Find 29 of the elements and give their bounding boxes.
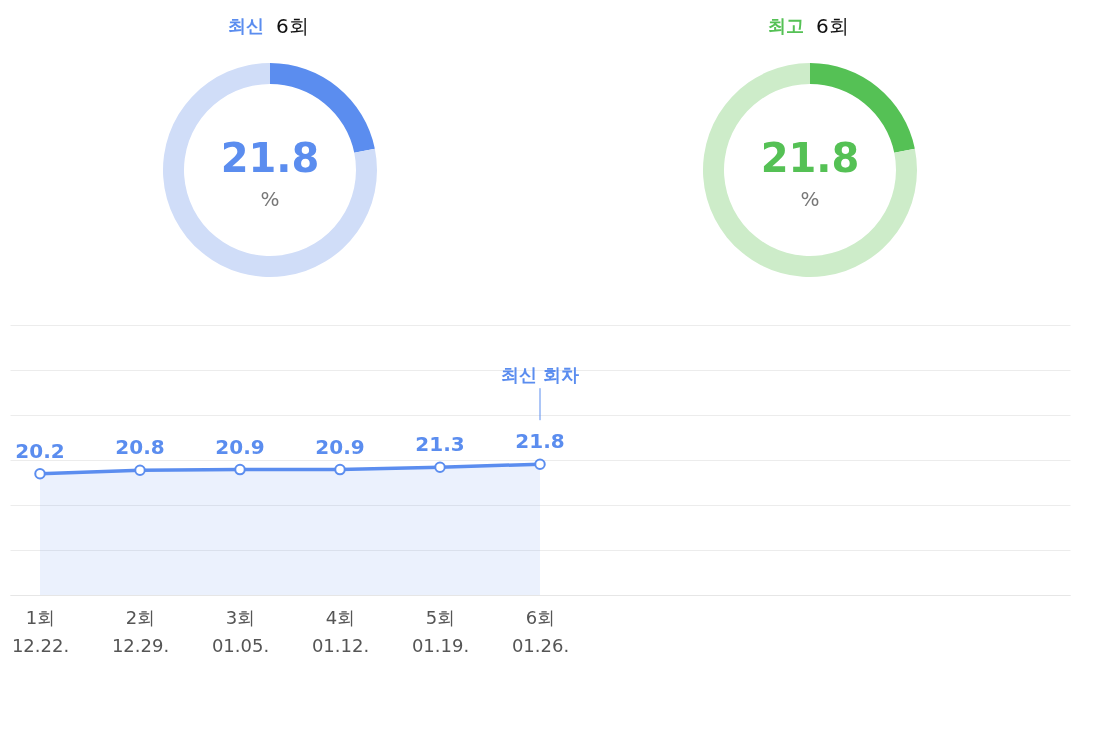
donut-slice: [703, 63, 917, 277]
x-tick-label: 3회 01.05.: [211, 606, 270, 656]
data-label: 20.2: [15, 438, 65, 463]
data-label: 21.8: [760, 135, 860, 181]
x-tick-label: 1회 12.22.: [11, 606, 70, 656]
chart-subtitle: 6회: [276, 14, 309, 38]
data-label: 21.8: [220, 135, 320, 181]
point: [34, 468, 46, 480]
point: [234, 463, 246, 476]
x-tick-label: 5회 01.19.: [411, 606, 470, 656]
point: [434, 461, 446, 473]
annotation: 최신 회차: [500, 364, 580, 386]
x-tick-label: 2회 12.29.: [111, 606, 170, 656]
chart-subtitle: 6회: [816, 14, 849, 38]
data-label: 21.8: [515, 429, 565, 454]
chart-title: 최고: [768, 15, 804, 36]
text: %: [260, 187, 280, 211]
data-label: 21.3: [415, 432, 465, 457]
data-label: 20.9: [215, 434, 265, 459]
point: [334, 463, 346, 476]
point: [534, 458, 546, 470]
donut-slice: [163, 63, 377, 277]
data-label: 20.8: [115, 435, 165, 460]
data-label: 20.9: [315, 434, 365, 459]
chart-title: 최신: [228, 15, 264, 36]
point: [134, 464, 146, 476]
text: %: [800, 187, 820, 211]
x-tick-label: 6회 01.26.: [511, 606, 570, 656]
x-tick-label: 4회 01.12.: [311, 606, 370, 656]
